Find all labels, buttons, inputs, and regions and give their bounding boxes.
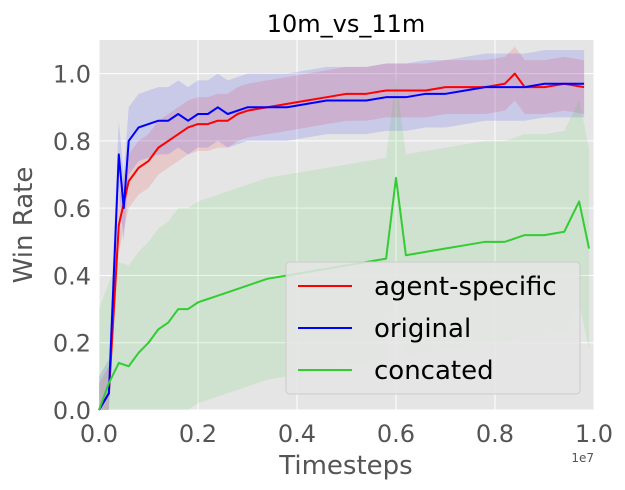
- y-tick-label: 1.0: [53, 61, 91, 89]
- x-tick-label: 1.0: [575, 420, 613, 448]
- y-tick-label: 0.8: [53, 128, 91, 156]
- y-tick-label: 0.4: [53, 262, 91, 290]
- x-axis-label: Timesteps: [278, 451, 412, 481]
- legend-label: concated: [374, 356, 494, 386]
- y-tick-label: 0.0: [53, 397, 91, 425]
- x-axis-offset-label: 1e7: [571, 451, 594, 465]
- series-line: [98, 82, 585, 411]
- chart-title: 10m_vs_11m: [267, 10, 426, 38]
- x-tick-label: 0.8: [476, 420, 514, 448]
- x-tick-label: 0.0: [80, 420, 118, 448]
- legend: agent-specific original concated: [285, 261, 581, 395]
- series-line: [98, 72, 585, 411]
- legend-label: original: [374, 314, 471, 344]
- y-ticks: 0.0 0.2 0.4 0.6 0.8 1.0: [53, 61, 91, 425]
- y-axis-label: Win Rate: [9, 167, 39, 284]
- confidence-band: [99, 46, 585, 411]
- x-tick-label: 0.4: [278, 420, 316, 448]
- x-tick-label: 0.6: [377, 420, 415, 448]
- legend-box: [285, 261, 581, 395]
- y-tick-label: 0.2: [53, 330, 91, 358]
- x-ticks: 0.0 0.2 0.4 0.6 0.8 1.0: [80, 420, 613, 448]
- legend-label: agent-specific: [374, 272, 557, 302]
- y-tick-label: 0.6: [53, 195, 91, 223]
- confidence-band: [99, 50, 585, 410]
- x-tick-label: 0.2: [179, 420, 217, 448]
